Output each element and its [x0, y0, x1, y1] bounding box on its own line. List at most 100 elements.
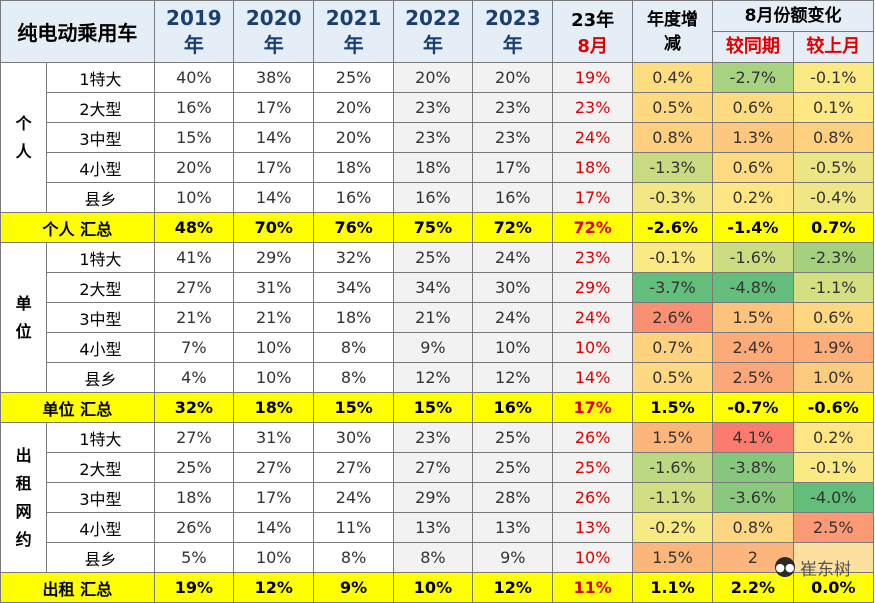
share-cell: 9%: [472, 542, 554, 573]
header-annual-change: 年度增减: [631, 0, 714, 63]
share-cell: 31%: [233, 422, 315, 453]
share-cell: 24%: [552, 302, 633, 333]
header-year-2022: 2022 年: [392, 0, 474, 63]
share-cell: 25%: [392, 242, 474, 273]
table-row: 4小型 7% 10% 8% 9% 10% 10% 0.7% 2.4% 1.9%: [1, 332, 875, 363]
share-cell: 17%: [472, 152, 554, 183]
change-cell-annual: 0.5%: [631, 92, 714, 123]
share-cell: 23%: [392, 122, 474, 153]
segment-label: 3中型: [46, 482, 155, 513]
share-cell: 27%: [313, 452, 394, 483]
table-row: 出租网约 1特大 27% 31% 30% 23% 25% 26% 1.5% 4.1% 0.2%: [0, 422, 875, 573]
change-cell-annual: 0.8%: [631, 122, 714, 153]
change-cell-yoy: 2.5%: [712, 362, 794, 393]
share-cell: 13%: [392, 512, 474, 543]
segment-label: 4小型: [46, 512, 155, 543]
summary-share-cell: 10%: [392, 572, 474, 603]
summary-label: 单位 汇总: [0, 392, 155, 423]
change-cell-mom: -1.1%: [792, 272, 875, 303]
summary-change-annual: 1.5%: [631, 392, 714, 423]
share-cell: 24%: [472, 302, 554, 333]
segment-label: 县乡: [46, 182, 155, 213]
share-cell: 14%: [233, 182, 315, 213]
share-cell: 41%: [153, 242, 235, 273]
share-cell: 32%: [313, 242, 394, 273]
share-cell: 10%: [233, 332, 315, 363]
share-cell: 40%: [153, 62, 235, 93]
summary-change-yoy: -1.4%: [712, 212, 794, 243]
summary-label: 个人 汇总: [0, 212, 155, 243]
share-cell: 8%: [313, 332, 394, 363]
share-cell: 23%: [392, 92, 474, 123]
summary-share-cell: 18%: [233, 392, 315, 423]
group-label: 出租网约: [0, 422, 48, 573]
segment-label: 2大型: [46, 272, 155, 303]
summary-share-cell: 32%: [153, 392, 235, 423]
share-cell: 18%: [313, 152, 394, 183]
summary-change-annual: -2.6%: [631, 212, 714, 243]
share-cell: 14%: [552, 362, 633, 393]
share-cell: 34%: [392, 272, 474, 303]
share-cell: 17%: [552, 182, 633, 213]
summary-change-yoy: 2.2%: [712, 572, 794, 603]
share-cell: 24%: [472, 242, 554, 273]
header-year-2019: 2019 年: [153, 0, 235, 63]
header-latest-month: 23年 8月: [552, 0, 633, 63]
table-row: 2大型 27% 31% 34% 34% 30% 29% -3.7% -4.8% -1.1%: [1, 272, 875, 303]
share-cell: 13%: [552, 512, 633, 543]
change-cell-yoy: 0.8%: [712, 512, 794, 543]
share-cell: 13%: [472, 512, 554, 543]
summary-change-mom: 0.0%: [792, 572, 875, 603]
share-cell: 16%: [313, 182, 394, 213]
share-cell: 25%: [552, 452, 633, 483]
share-cell: 12%: [472, 362, 554, 393]
change-cell-mom: 0.2%: [792, 422, 875, 453]
share-cell: 23%: [552, 242, 633, 273]
share-cell: 5%: [153, 542, 235, 573]
share-cell: 24%: [552, 122, 633, 153]
share-cell: 4%: [153, 362, 235, 393]
share-cell: 16%: [153, 92, 235, 123]
change-cell-mom: 0.6%: [792, 302, 875, 333]
share-cell: 16%: [392, 182, 474, 213]
watermark-text: 崔东树: [800, 559, 851, 580]
summary-change-yoy: -0.7%: [712, 392, 794, 423]
summary-share-cell: 12%: [233, 572, 315, 603]
summary-share-cell: 48%: [153, 212, 235, 243]
change-cell-mom: 0.8%: [792, 122, 875, 153]
share-cell: 25%: [472, 422, 554, 453]
change-cell-yoy: -1.6%: [712, 242, 794, 273]
share-cell: 10%: [233, 542, 315, 573]
share-cell: 30%: [313, 422, 394, 453]
summary-change-mom: 0.7%: [792, 212, 875, 243]
summary-share-cell: 76%: [313, 212, 394, 243]
share-cell: 25%: [153, 452, 235, 483]
share-cell: 16%: [472, 182, 554, 213]
share-cell: 15%: [153, 122, 235, 153]
change-cell-annual: -0.1%: [631, 242, 714, 273]
share-cell: 20%: [313, 92, 394, 123]
segment-label: 4小型: [46, 152, 155, 183]
segment-label: 2大型: [46, 452, 155, 483]
share-cell: 19%: [552, 62, 633, 93]
header-year-2020: 2020 年: [233, 0, 315, 63]
change-cell-mom: 0.1%: [792, 92, 875, 123]
share-cell: 27%: [392, 452, 474, 483]
share-cell: 10%: [552, 332, 633, 363]
segment-label: 4小型: [46, 332, 155, 363]
segment-label: 1特大: [46, 242, 155, 273]
share-cell: 23%: [472, 92, 554, 123]
summary-share-cell: 72%: [472, 212, 554, 243]
change-cell-annual: -1.3%: [631, 152, 714, 183]
change-cell-annual: 2.6%: [631, 302, 714, 333]
change-cell-mom: -0.4%: [792, 182, 875, 213]
summary-share-cell: 15%: [313, 392, 394, 423]
share-cell: 26%: [552, 422, 633, 453]
change-cell-mom: -4.0%: [792, 482, 875, 513]
share-cell: 31%: [233, 272, 315, 303]
change-cell-mom: 1.9%: [792, 332, 875, 363]
change-cell-annual: -0.3%: [631, 182, 714, 213]
change-cell-mom: -2.3%: [792, 242, 875, 273]
change-cell-mom: -0.1%: [792, 452, 875, 483]
